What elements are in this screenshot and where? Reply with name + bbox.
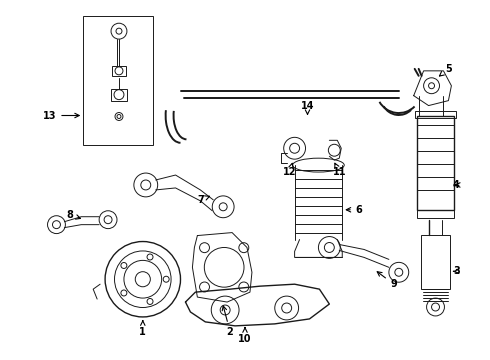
Text: 5: 5 (440, 64, 452, 76)
Bar (83, 16, 153, 145)
Text: 11: 11 (333, 163, 346, 177)
Text: 12: 12 (283, 163, 296, 177)
Text: 6: 6 (346, 205, 363, 215)
Bar (420, 235, 450, 289)
Bar (112, 66, 126, 76)
Text: 1: 1 (140, 321, 146, 337)
Text: 3: 3 (453, 266, 460, 276)
Bar (416, 210, 454, 218)
Bar (416, 116, 454, 210)
Text: 8: 8 (66, 210, 80, 220)
Bar (111, 89, 127, 100)
Text: 14: 14 (301, 100, 314, 114)
Text: 13: 13 (43, 111, 79, 121)
Text: 9: 9 (377, 272, 397, 289)
Text: 4: 4 (453, 180, 460, 190)
Text: 7: 7 (197, 195, 210, 205)
Text: 2: 2 (222, 306, 234, 337)
Text: 10: 10 (238, 328, 252, 344)
Bar (415, 111, 456, 118)
